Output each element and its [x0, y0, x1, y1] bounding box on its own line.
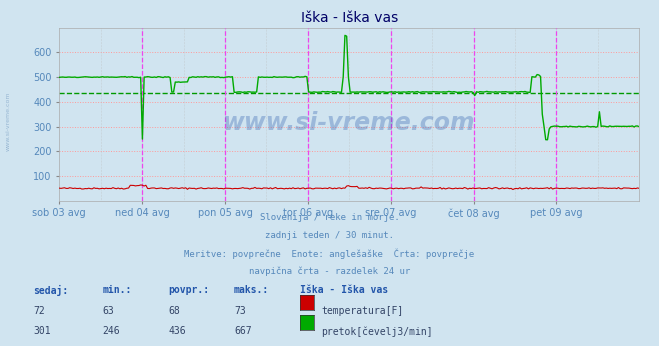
- Text: 73: 73: [234, 306, 246, 316]
- Text: zadnji teden / 30 minut.: zadnji teden / 30 minut.: [265, 231, 394, 240]
- Text: 63: 63: [102, 306, 114, 316]
- Text: 68: 68: [168, 306, 180, 316]
- Text: Slovenija / reke in morje.: Slovenija / reke in morje.: [260, 213, 399, 222]
- Text: min.:: min.:: [102, 285, 132, 295]
- Text: 667: 667: [234, 326, 252, 336]
- Text: 72: 72: [33, 306, 45, 316]
- Title: Iška - Iška vas: Iška - Iška vas: [301, 11, 398, 25]
- Text: Iška - Iška vas: Iška - Iška vas: [300, 285, 388, 295]
- Text: navpična črta - razdelek 24 ur: navpična črta - razdelek 24 ur: [249, 267, 410, 276]
- Text: Meritve: povprečne  Enote: anglešaške  Črta: povprečje: Meritve: povprečne Enote: anglešaške Črt…: [185, 249, 474, 259]
- Text: maks.:: maks.:: [234, 285, 269, 295]
- Text: sedaj:: sedaj:: [33, 285, 68, 297]
- Text: www.si-vreme.com: www.si-vreme.com: [5, 91, 11, 151]
- Text: 436: 436: [168, 326, 186, 336]
- Text: www.si-vreme.com: www.si-vreme.com: [223, 111, 476, 135]
- Text: pretok[čevelj3/min]: pretok[čevelj3/min]: [321, 326, 432, 337]
- Text: povpr.:: povpr.:: [168, 285, 209, 295]
- Text: 246: 246: [102, 326, 120, 336]
- Text: 301: 301: [33, 326, 51, 336]
- Text: temperatura[F]: temperatura[F]: [321, 306, 403, 316]
